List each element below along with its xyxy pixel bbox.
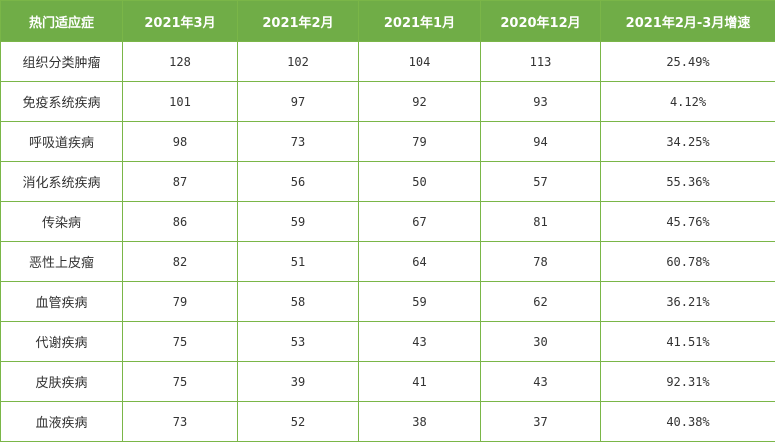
table-cell: 40.38% [601,402,775,442]
row-label: 恶性上皮瘤 [1,242,123,282]
table-cell: 79 [123,282,238,322]
table-cell: 57 [481,162,601,202]
row-label: 血液疾病 [1,402,123,442]
table-cell: 94 [481,122,601,162]
table-cell: 67 [359,202,481,242]
table-cell: 93 [481,82,601,122]
table-cell: 113 [481,42,601,82]
table-cell: 4.12% [601,82,775,122]
table-cell: 41.51% [601,322,775,362]
table-cell: 43 [481,362,601,402]
table-cell: 56 [238,162,359,202]
table-cell: 98 [123,122,238,162]
row-label: 免疫系统疾病 [1,82,123,122]
table-cell: 97 [238,82,359,122]
table-cell: 128 [123,42,238,82]
table-cell: 25.49% [601,42,775,82]
table-cell: 79 [359,122,481,162]
header-cell: 2021年2月 [238,1,359,42]
table-cell: 102 [238,42,359,82]
header-cell: 2020年12月 [481,1,601,42]
header-cell: 2021年3月 [123,1,238,42]
table-cell: 59 [238,202,359,242]
row-label: 传染病 [1,202,123,242]
table-cell: 43 [359,322,481,362]
header-cell: 2021年2月-3月增速 [601,1,775,42]
table-cell: 78 [481,242,601,282]
table-cell: 75 [123,322,238,362]
row-label: 代谢疾病 [1,322,123,362]
header-cell: 热门适应症 [1,1,123,42]
table-cell: 62 [481,282,601,322]
table-cell: 55.36% [601,162,775,202]
table-cell: 81 [481,202,601,242]
table-cell: 104 [359,42,481,82]
row-label: 呼吸道疾病 [1,122,123,162]
table-cell: 58 [238,282,359,322]
table-cell: 53 [238,322,359,362]
table-cell: 52 [238,402,359,442]
table-cell: 73 [238,122,359,162]
table-cell: 73 [123,402,238,442]
table-cell: 64 [359,242,481,282]
table-cell: 59 [359,282,481,322]
table-cell: 37 [481,402,601,442]
table-cell: 86 [123,202,238,242]
table-cell: 34.25% [601,122,775,162]
table-cell: 51 [238,242,359,282]
row-label: 消化系统疾病 [1,162,123,202]
table-cell: 39 [238,362,359,402]
table-cell: 92.31% [601,362,775,402]
table-cell: 82 [123,242,238,282]
header-cell: 2021年1月 [359,1,481,42]
row-label: 血管疾病 [1,282,123,322]
table-cell: 87 [123,162,238,202]
table-cell: 38 [359,402,481,442]
table-cell: 30 [481,322,601,362]
table-cell: 92 [359,82,481,122]
row-label: 组织分类肿瘤 [1,42,123,82]
row-label: 皮肤疾病 [1,362,123,402]
table-cell: 101 [123,82,238,122]
table-cell: 60.78% [601,242,775,282]
table-cell: 36.21% [601,282,775,322]
table-cell: 50 [359,162,481,202]
table-cell: 75 [123,362,238,402]
table-cell: 45.76% [601,202,775,242]
table-cell: 41 [359,362,481,402]
